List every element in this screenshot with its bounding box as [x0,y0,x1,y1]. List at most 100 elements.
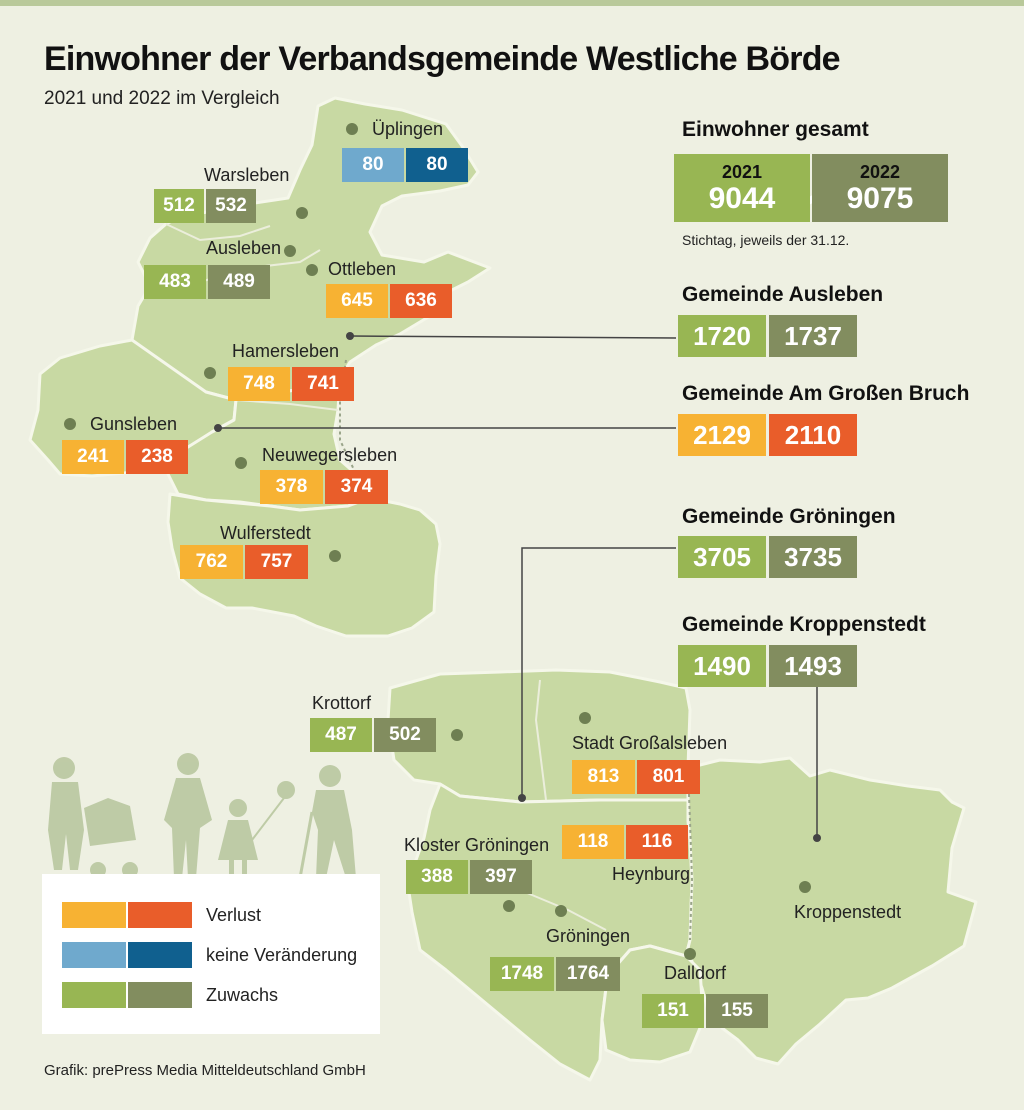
place-label-ottleben: Ottleben [328,259,397,279]
dot-warsleben [296,207,308,219]
value-pair-warsleben: 512 532 [154,189,258,223]
connector-ends [214,332,821,842]
total-year-2021: 2021 [721,162,763,182]
place-label-heynburg: Heynburg [612,864,691,884]
legend-swatch-2022 [128,982,192,1008]
value-2021: 813 [572,760,635,794]
dot-hamersleben [204,367,216,379]
value-2022: 489 [208,265,270,299]
dot-groeningen [555,905,567,917]
value-2022: 1737 [769,315,857,357]
value-2021: 762 [180,545,243,579]
people-silhouettes-icon [48,753,356,880]
legend-row-loss: Verlust [62,902,261,928]
value-2022: 116 [626,825,688,859]
gemeinde-values-am-grossen-bruch: 2129 2110 [678,414,860,456]
total-box-2021: 2021 9044 [674,154,810,222]
legend-row-gain: Zuwachs [62,982,278,1008]
value-2021: 2129 [678,414,766,456]
value-pair-dalldorf: 151 155 [642,994,770,1028]
place-label-ausleben: Ausleben [206,238,282,258]
value-pair-krottorf: 487 502 [310,718,438,752]
value-2022: 238 [126,440,188,474]
value-2022: 801 [637,760,700,794]
value-pair-groeningen: 1748 1764 [490,957,622,991]
value-pair-uplingen: 80 80 [342,148,470,182]
value-2022: 757 [245,545,308,579]
dot-kloster-groeningen [503,900,515,912]
value-2021: 388 [406,860,468,894]
dot-wulferstedt [329,550,341,562]
legend-swatch-2022 [128,942,192,968]
dot-neuwegersleben [235,457,247,469]
place-label-warsleben: Warsleben [204,165,290,185]
legend-label: Verlust [206,904,262,925]
value-2022: 1764 [556,957,620,991]
place-label-grossalsleben: Stadt Großalsleben [572,733,728,753]
gemeinde-values-kroppenstedt: 1490 1493 [678,645,860,687]
dot-ottleben [306,264,318,276]
value-2021: 151 [642,994,704,1028]
value-2021: 80 [342,148,404,182]
total-value-2021: 9044 [708,182,776,215]
gemeinde-heading-am-grossen-bruch: Gemeinde Am Großen Bruch [682,382,970,405]
value-2021: 748 [228,367,290,401]
value-2022: 80 [406,148,468,182]
value-2021: 1748 [490,957,554,991]
value-pair-ausleben: 483 489 [144,265,272,299]
total-box-2022: 2022 9075 [812,154,948,222]
gemeinde-heading-groeningen: Gemeinde Gröningen [682,505,896,528]
value-2022: 532 [206,189,256,223]
credit: Grafik: prePress Media Mitteldeutschland… [44,1062,366,1079]
value-pair-heynburg: 118 116 [562,825,690,859]
place-label-kloster-groeningen: Kloster Gröningen [404,835,550,855]
place-label-groeningen: Gröningen [546,926,631,946]
value-2022: 502 [374,718,436,752]
gemeinde-heading-ausleben: Gemeinde Ausleben [682,283,884,306]
value-2021: 512 [154,189,204,223]
value-2021: 487 [310,718,372,752]
place-label-krottorf: Krottorf [312,693,372,713]
value-2022: 397 [470,860,532,894]
dot-kroppenstedt [799,881,811,893]
value-pair-kloster-groeningen: 388 397 [406,860,534,894]
value-pair-ottleben: 645 636 [326,284,454,318]
gemeinde-values-ausleben: 1720 1737 [678,315,860,357]
legend-row-same: keine Veränderung [62,942,357,968]
place-label-uplingen: Üplingen [372,119,444,139]
place-label-gunsleben: Gunsleben [90,414,178,434]
place-label-kroppenstedt: Kroppenstedt [794,902,902,922]
value-pair-grossalsleben: 813 801 [572,760,702,794]
value-2022: 155 [706,994,768,1028]
total-year-2022: 2022 [859,162,901,182]
value-2022: 3735 [769,536,857,578]
value-2021: 483 [144,265,206,299]
dot-uplingen [346,123,358,135]
legend-swatch-2022 [128,902,192,928]
page-subtitle: 2021 und 2022 im Vergleich [44,88,280,109]
dot-dalldorf [684,948,696,960]
place-label-wulferstedt: Wulferstedt [220,523,311,543]
dot-ausleben [284,245,296,257]
gemeinde-heading-kroppenstedt: Gemeinde Kroppenstedt [682,613,926,636]
legend-swatch-2021 [62,982,126,1008]
value-2021: 241 [62,440,124,474]
value-2021: 3705 [678,536,766,578]
value-2022: 636 [390,284,452,318]
gemeinde-values-groeningen: 3705 3735 [678,536,860,578]
total-heading: Einwohner gesamt [682,118,869,141]
total-value-2022: 9075 [846,182,914,215]
value-2021: 1720 [678,315,766,357]
legend-label: keine Veränderung [206,944,358,965]
value-2021: 378 [260,470,323,504]
legend-swatch-2021 [62,942,126,968]
value-pair-wulferstedt: 762 757 [180,545,310,579]
place-label-hamersleben: Hamersleben [232,341,340,361]
value-pair-hamersleben: 748 741 [228,367,356,401]
place-label-neuwegersleben: Neuwegersleben [262,445,398,465]
reference-date-note: Stichtag, jeweils der 31.12. [682,232,850,248]
legend: Verlust keine Veränderung Zuwachs [42,874,380,1034]
value-2022: 374 [325,470,388,504]
value-pair-gunsleben: 241 238 [62,440,190,474]
dot-grossalsleben [579,712,591,724]
